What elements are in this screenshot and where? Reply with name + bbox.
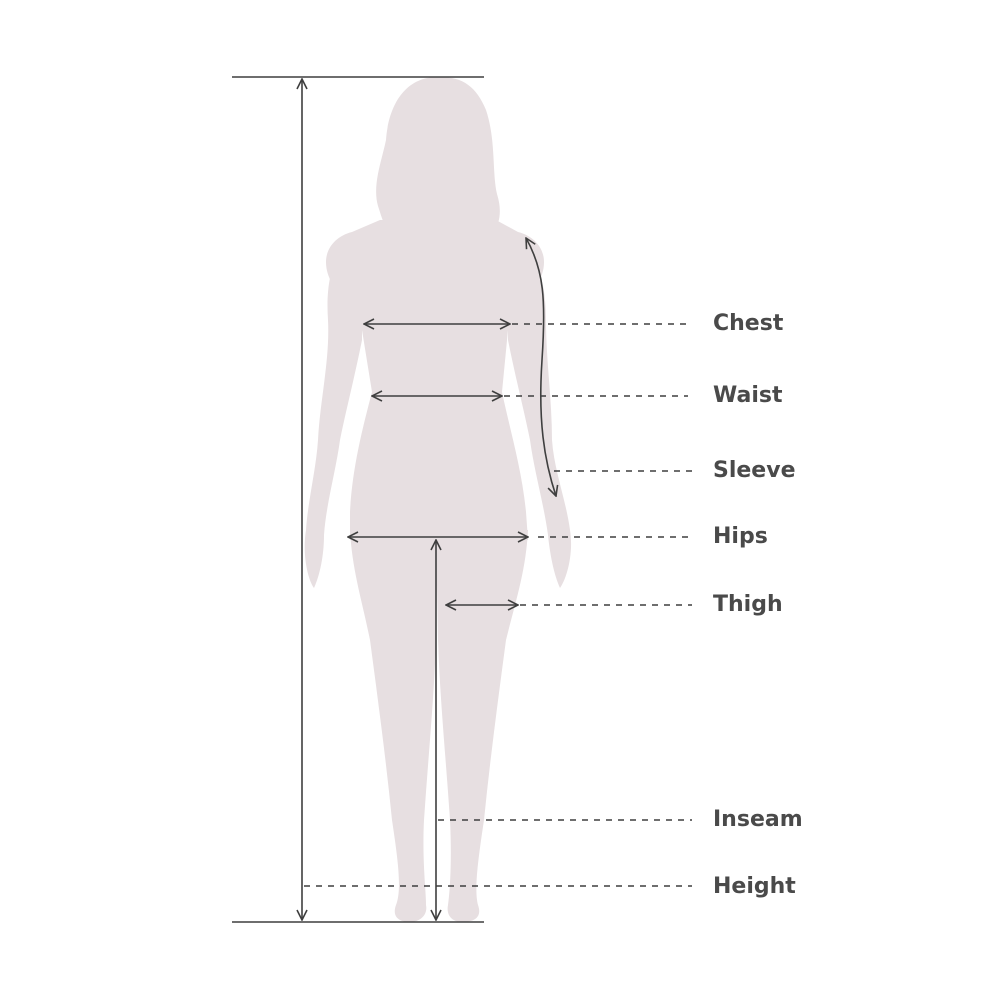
inseam-label: Inseam — [713, 807, 803, 832]
female-silhouette — [304, 76, 572, 922]
right-leg — [436, 530, 528, 922]
waist-label: Waist — [713, 383, 783, 408]
thigh-label: Thigh — [713, 592, 783, 617]
left-leg — [350, 530, 438, 922]
head-hair — [376, 76, 500, 232]
torso — [326, 220, 544, 540]
hips-label: Hips — [713, 524, 768, 549]
height-label: Height — [713, 874, 796, 899]
sleeve-label: Sleeve — [713, 458, 796, 483]
sleeve-arrow — [526, 238, 556, 496]
chest-label: Chest — [713, 311, 784, 336]
left-arm — [304, 248, 362, 588]
